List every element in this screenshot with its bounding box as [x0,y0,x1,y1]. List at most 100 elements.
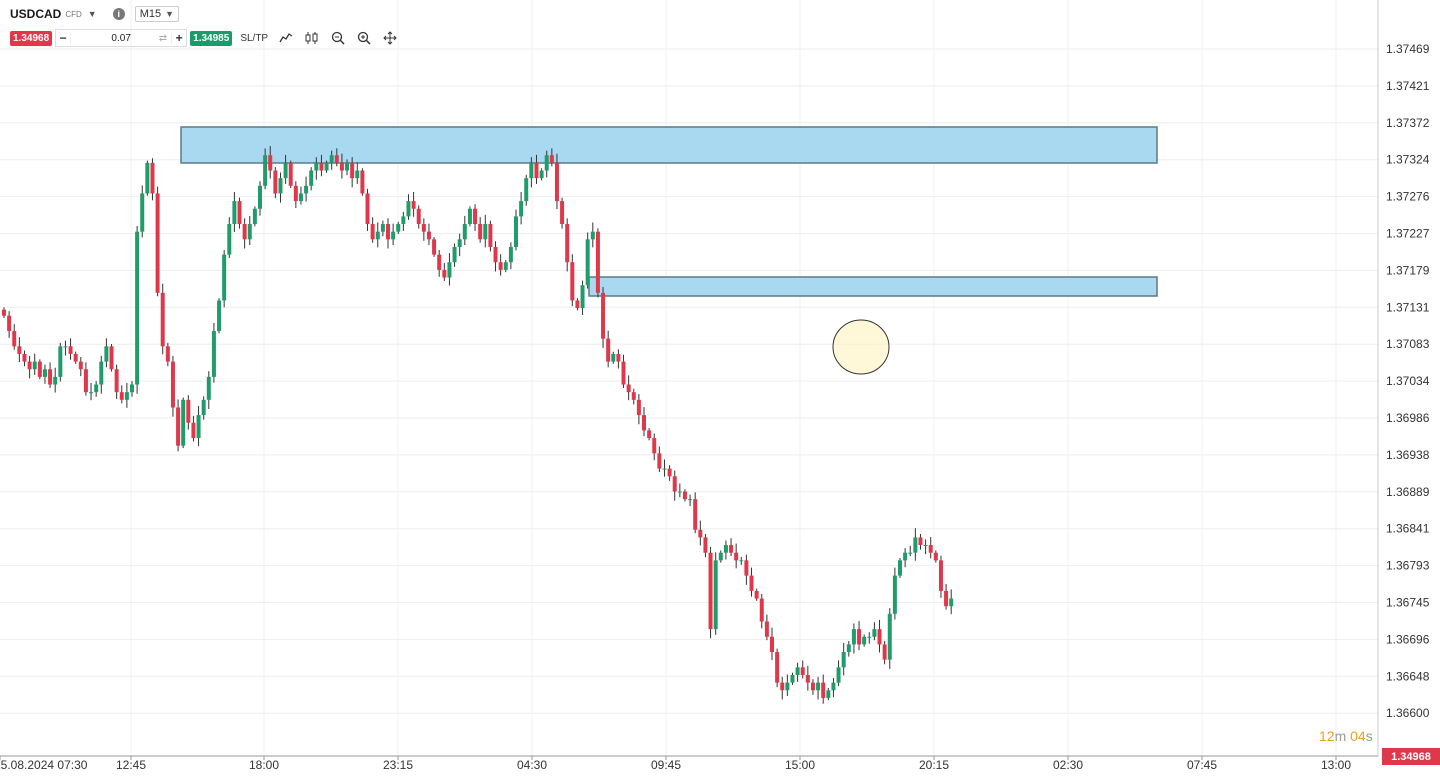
candle [211,323,216,383]
candle-body [770,636,774,653]
candle [841,642,846,676]
info-icon[interactable]: i [112,8,125,20]
line-chart-icon[interactable] [278,30,294,46]
time-tick-label: 23:15 [383,758,413,772]
plus-button[interactable]: + [175,31,183,45]
candle-body [324,162,329,171]
candle [938,555,943,598]
candle [58,342,63,382]
candle [109,344,114,372]
candle [606,330,611,368]
support-zone[interactable] [588,276,1158,297]
time-tick-label: 12:45 [116,758,146,772]
candle-body [114,369,119,393]
timer-seconds: 04 [1350,728,1366,744]
candlestick-icon[interactable] [304,30,320,46]
quantity-stepper[interactable]: − 0.07 ⇄ + [55,29,188,47]
candle-body [846,644,851,653]
candle-body [165,346,170,362]
candle-body [319,162,324,171]
candle [831,678,836,698]
candle-body [723,545,728,553]
candle-body [232,201,237,225]
candle [529,157,534,188]
buy-button[interactable]: 1.34985 [190,30,233,46]
candle-body [514,216,518,247]
time-axis[interactable]: 15.08.2024 07:30 12:45 18:00 23:15 04:30 09:4… [0,755,1378,772]
instrument-type: CFD [65,9,82,19]
candle-body [462,224,467,240]
caret-down-icon[interactable]: ▼ [87,9,97,19]
candle [396,221,401,234]
swap-icon[interactable]: ⇄ [158,32,168,44]
candle-body [892,575,897,614]
candle [196,405,201,447]
candle [201,396,206,420]
highlight-circle[interactable] [832,319,890,375]
symbol-name[interactable]: USDCAD [10,7,62,21]
candle-body [529,162,534,179]
minus-button[interactable]: − [59,31,67,45]
candle [37,359,42,380]
candle [887,608,892,669]
candle [729,538,734,557]
candle-body [329,155,334,163]
candle-body [150,162,155,194]
candle-body [191,422,196,439]
candle-body [396,224,401,232]
price-tick-label: 1.36986 [1386,411,1430,425]
candle-body [938,560,943,591]
candle [452,243,457,267]
candle-body [867,636,872,638]
candle [688,494,693,507]
zoom-out-icon[interactable] [330,30,346,46]
candle-body [401,216,406,225]
price-tick-label: 1.36745 [1386,596,1430,610]
last-price-label: 1.34968 [1382,748,1440,765]
candle [283,154,288,184]
candle [575,298,580,311]
sltp-button[interactable]: SL/TP [240,32,269,44]
candle [554,153,559,210]
candle [83,362,88,396]
zoom-in-icon[interactable] [356,30,372,46]
candle-body [83,369,88,393]
crosshair-icon[interactable] [382,30,398,46]
timeframe-select[interactable]: M15 ▼ [134,6,180,22]
candle-body [606,338,611,362]
candle [319,154,324,177]
candle-body [350,162,355,179]
candle-body [488,224,493,247]
candle-body [595,231,600,293]
candle-body [744,560,749,576]
quantity-input[interactable]: 0.07 ⇄ [70,32,173,44]
candle [68,338,73,360]
candle [877,619,882,653]
candle-body [170,361,175,408]
candle [682,489,687,502]
candle-body [78,361,83,370]
candle-body [498,262,503,270]
sell-button[interactable]: 1.34968 [10,30,53,46]
candle [73,351,78,364]
candle [324,160,329,173]
candle-body [426,231,431,240]
candle [739,556,744,565]
candle-body [698,529,703,538]
candle [933,550,938,563]
candle [186,395,191,430]
candle-body [375,231,380,240]
candle-body [677,491,682,493]
chevron-down-icon: ▼ [165,9,175,19]
time-tick-label: 20:15 [919,758,949,772]
candle-body [790,674,795,683]
candle [63,340,68,356]
candle [734,543,739,569]
resistance-zone[interactable] [180,126,1158,164]
candle [416,205,421,229]
candle-body [130,384,134,393]
price-axis[interactable]: 1.37469 1.37421 1.37372 1.37324 1.37276 1.372… [1377,0,1430,756]
chart-zones [180,126,1158,297]
candle-body [718,552,723,561]
